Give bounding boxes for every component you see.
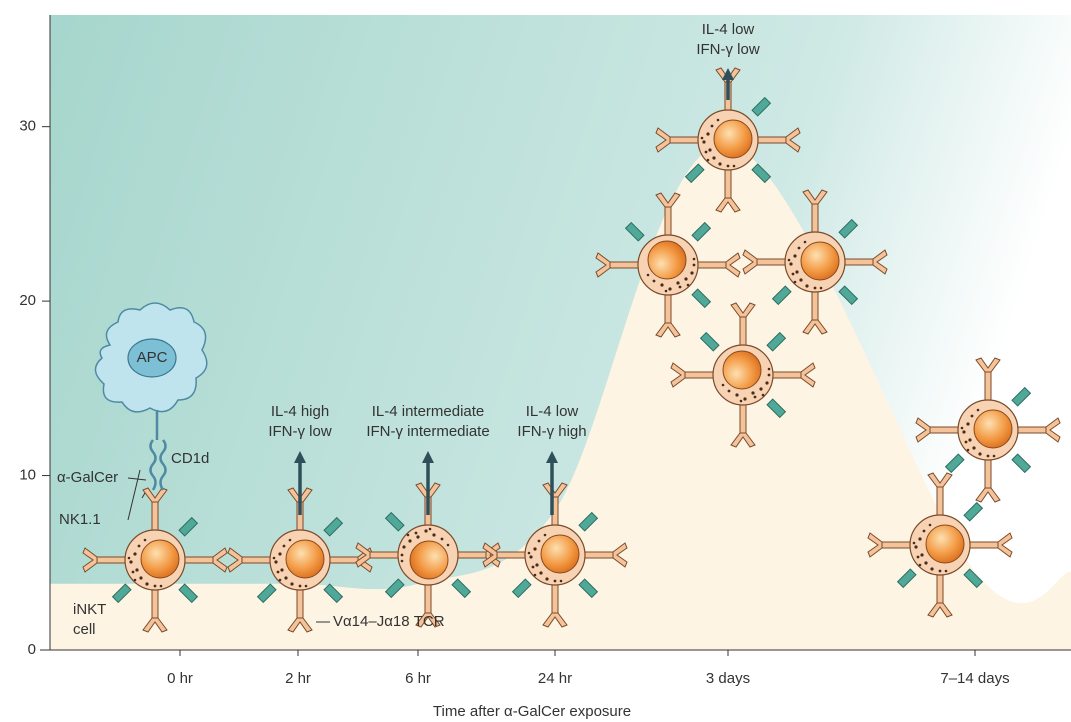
- y-tick-label: 20: [19, 292, 36, 309]
- cd1d-label: CD1d: [171, 450, 209, 467]
- nk-label: NK1.1: [59, 511, 101, 528]
- y-tick-label: 0: [28, 641, 36, 658]
- x-tick-label: 7–14 days: [940, 670, 1009, 687]
- annotation: IFN-γ low: [696, 41, 760, 58]
- annotation: IFN-γ high: [517, 423, 586, 440]
- page: {"chart_data": {"type": "area", "x_label…: [0, 0, 1071, 722]
- x-tick-label: 24 hr: [538, 670, 572, 687]
- apc-label: APC: [137, 349, 168, 366]
- x-tick-label: 0 hr: [167, 670, 193, 687]
- inkt-label: iNKT: [73, 601, 106, 618]
- x-tick-label: 3 days: [706, 670, 750, 687]
- annotation: IFN-γ intermediate: [366, 423, 489, 440]
- annotation: IL-4 low: [526, 403, 579, 420]
- inkt-label: cell: [73, 621, 96, 638]
- x-tick-label: 6 hr: [405, 670, 431, 687]
- chart: APC CD1d α-GalCer NK1.1 iNKT cell Vα14–J…: [0, 0, 1071, 722]
- x-axis-label: Time after α-GalCer exposure: [433, 703, 631, 720]
- annotation: IFN-γ low: [268, 423, 332, 440]
- y-tick-label: 30: [19, 118, 36, 135]
- galcer-label: α-GalCer: [57, 469, 118, 486]
- y-tick-label: 10: [19, 467, 36, 484]
- annotation: IL-4 intermediate: [372, 403, 485, 420]
- x-tick-label: 2 hr: [285, 670, 311, 687]
- annotation: IL-4 high: [271, 403, 329, 420]
- tcr-label: Vα14–Jα18 TCR: [333, 613, 445, 630]
- annotation: IL-4 low: [702, 21, 755, 38]
